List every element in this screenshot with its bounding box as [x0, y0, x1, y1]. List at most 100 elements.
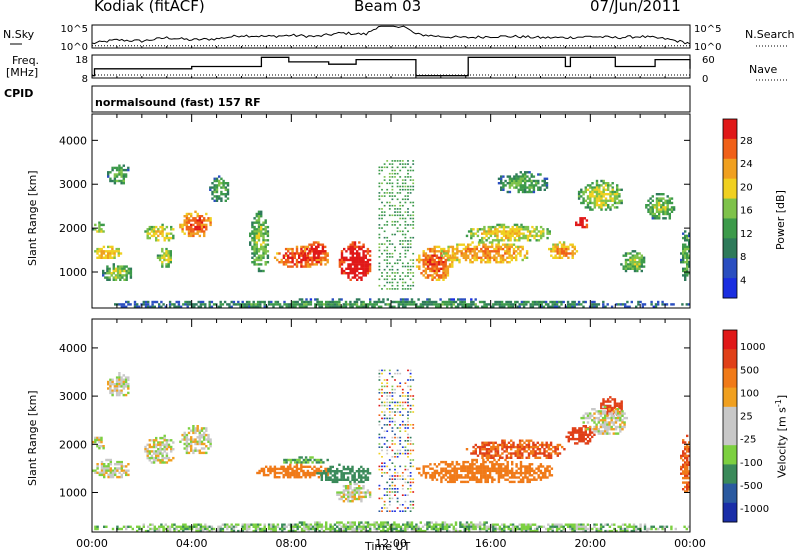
velocity-cell	[471, 465, 474, 468]
power-cell	[465, 305, 469, 308]
power-cell	[200, 228, 204, 231]
power-cell	[595, 193, 599, 196]
power-noise-cell	[404, 176, 407, 178]
power-cell	[686, 265, 689, 268]
power-cell	[253, 250, 256, 253]
power-cell	[112, 265, 115, 268]
power-cell	[302, 258, 305, 262]
power-cell	[115, 166, 119, 170]
power-cell	[391, 305, 394, 308]
power-cell	[488, 254, 492, 257]
power-cell	[119, 265, 122, 268]
power-noise-cell	[383, 278, 386, 281]
power-cell	[595, 195, 599, 198]
power-noise-cell	[401, 230, 404, 233]
power-cell	[595, 179, 599, 183]
velocity-cell	[362, 467, 365, 471]
velocity-cell	[125, 525, 128, 528]
power-cell	[454, 300, 458, 304]
velocity-cell	[152, 439, 156, 442]
velocity-cell	[443, 523, 447, 526]
velocity-cell	[309, 527, 313, 531]
power-cell	[483, 236, 486, 240]
velocity-cell	[604, 414, 607, 417]
power-cell	[209, 221, 212, 224]
power-cell	[429, 261, 432, 264]
power-cell	[461, 298, 464, 301]
velocity-cell	[595, 428, 598, 431]
velocity-cell	[496, 452, 500, 455]
velocity-cell	[528, 474, 531, 477]
power-cell	[293, 252, 296, 255]
velocity-cell	[584, 442, 587, 445]
velocity-cell	[203, 436, 206, 439]
velocity-cell	[601, 405, 605, 409]
power-cell	[213, 186, 216, 189]
velocity-cell	[526, 478, 529, 481]
power-cell	[298, 305, 302, 308]
velocity-cell	[118, 385, 121, 388]
velocity-cell	[100, 445, 103, 448]
power-cell	[113, 173, 117, 176]
velocity-cell	[481, 452, 484, 455]
velocity-cell	[503, 443, 506, 447]
velocity-cell	[467, 527, 471, 531]
power-noise-cell	[404, 227, 407, 229]
power-cell	[315, 256, 318, 259]
velocity-cell	[210, 525, 214, 528]
velocity-cell	[300, 476, 303, 479]
power-cell	[349, 252, 352, 255]
power-cell	[98, 230, 101, 233]
power-cell	[497, 241, 500, 244]
power-cell	[424, 261, 428, 264]
velocity-cell	[467, 523, 471, 526]
velocity-cell	[686, 485, 689, 489]
power-cell	[185, 212, 189, 216]
power-cell	[338, 258, 342, 262]
power-cell	[187, 217, 191, 220]
velocity-cell	[360, 500, 363, 503]
power-cell	[431, 269, 434, 273]
velocity-cell	[550, 467, 554, 470]
velocity-cell	[582, 437, 585, 441]
power-cell	[161, 256, 164, 259]
velocity-cell	[487, 452, 491, 455]
velocity-cell	[149, 523, 152, 526]
power-cell	[649, 212, 652, 216]
velocity-cell	[248, 523, 251, 526]
power-cell	[358, 298, 361, 301]
power-cell	[161, 254, 164, 257]
velocity-cell	[109, 460, 112, 464]
velocity-cell	[586, 440, 590, 443]
velocity-cell	[210, 527, 214, 531]
velocity-cell	[511, 471, 514, 475]
power-cell	[684, 239, 687, 242]
power-cell	[422, 263, 425, 266]
power-cell	[291, 261, 294, 264]
velocity-cell	[98, 438, 101, 442]
velocity-cell	[96, 436, 99, 440]
velocity-cell	[98, 473, 101, 477]
velocity-cell	[377, 525, 381, 528]
power-cell	[252, 305, 255, 308]
velocity-cell	[353, 472, 356, 475]
power-cell	[653, 204, 657, 207]
power-cell	[418, 265, 421, 268]
power-cell	[526, 230, 530, 233]
power-cell	[266, 256, 270, 259]
velocity-cell	[258, 471, 261, 475]
velocity-cell	[122, 374, 125, 377]
power-cell	[508, 175, 512, 178]
power-cell	[536, 303, 539, 306]
power-cell	[426, 274, 430, 277]
power-cell	[589, 190, 592, 194]
velocity-cell	[197, 529, 200, 533]
power-cell	[660, 197, 663, 200]
power-cell	[205, 223, 208, 227]
power-cell	[185, 221, 189, 224]
power-cell	[560, 252, 564, 255]
velocity-cell	[362, 491, 365, 494]
power-cell	[495, 261, 498, 264]
velocity-cell	[198, 440, 201, 443]
velocity-cell	[567, 437, 570, 441]
